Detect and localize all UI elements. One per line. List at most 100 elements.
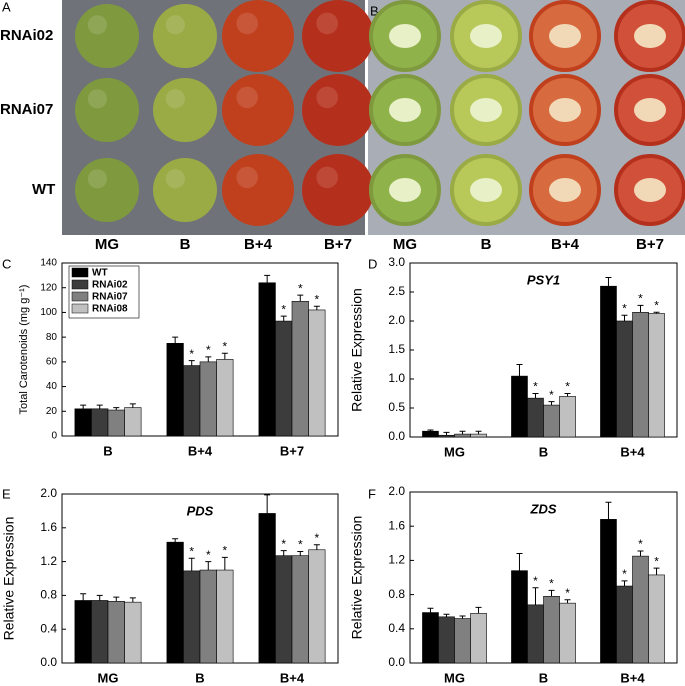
tomato-core bbox=[634, 178, 666, 202]
bar bbox=[600, 519, 617, 664]
column-label: MG bbox=[95, 236, 119, 253]
error-bar bbox=[443, 613, 450, 617]
error-bar bbox=[548, 589, 555, 597]
bar bbox=[559, 396, 576, 438]
tomato bbox=[302, 74, 374, 146]
tomato-core bbox=[549, 98, 581, 122]
bar bbox=[559, 602, 576, 664]
chart-title: ZDS bbox=[530, 501, 557, 516]
bar bbox=[166, 541, 184, 664]
bar bbox=[438, 434, 455, 438]
error-bar bbox=[532, 393, 539, 399]
significance-mark: * bbox=[298, 538, 303, 552]
error-bar bbox=[564, 393, 571, 397]
significance-mark: * bbox=[281, 537, 286, 551]
error-bar bbox=[653, 567, 660, 575]
tomato-shine bbox=[316, 86, 339, 109]
tomato-shine bbox=[87, 169, 107, 189]
y-axis-label: Relative Expression bbox=[349, 288, 365, 412]
significance-mark: * bbox=[565, 380, 570, 394]
x-tick-label: B bbox=[103, 443, 112, 458]
tomato bbox=[153, 4, 217, 68]
error-bar bbox=[80, 404, 87, 409]
tomato-shine bbox=[87, 15, 107, 35]
panel-letter: C bbox=[2, 256, 11, 271]
bar bbox=[470, 613, 487, 664]
tomato-shine bbox=[316, 166, 339, 189]
y-tick-label: 0.0 bbox=[388, 429, 405, 443]
error-bar bbox=[80, 593, 87, 601]
error-bar bbox=[188, 557, 195, 571]
column-label: B+7 bbox=[324, 236, 352, 253]
bar bbox=[308, 549, 326, 664]
x-tick-label: MG bbox=[444, 444, 465, 459]
x-tick-label: B+4 bbox=[620, 444, 645, 459]
tomato bbox=[75, 4, 139, 68]
error-bar bbox=[96, 594, 103, 601]
error-bar bbox=[621, 580, 628, 587]
significance-mark: * bbox=[206, 548, 211, 562]
significance-mark: * bbox=[622, 301, 627, 315]
legend-label: RNAi02 bbox=[92, 280, 128, 291]
significance-mark: * bbox=[622, 567, 627, 581]
error-bar bbox=[443, 431, 450, 436]
error-bar bbox=[280, 550, 287, 556]
significance-mark: * bbox=[533, 574, 538, 588]
bar bbox=[291, 301, 309, 437]
y-tick-label: 3.0 bbox=[388, 255, 405, 269]
y-tick-label: 0.5 bbox=[388, 400, 405, 414]
error-bar bbox=[205, 561, 212, 571]
significance-mark: * bbox=[189, 347, 194, 361]
error-bar bbox=[172, 336, 179, 344]
error-bar bbox=[516, 364, 523, 377]
legend-swatch bbox=[71, 279, 89, 290]
bar bbox=[438, 616, 455, 664]
bar bbox=[91, 600, 109, 664]
bar bbox=[291, 555, 309, 664]
bar bbox=[616, 585, 633, 664]
tomato bbox=[302, 154, 374, 226]
error-bar bbox=[621, 314, 628, 321]
tomato-shine bbox=[165, 89, 185, 109]
column-label: B+7 bbox=[636, 236, 664, 253]
error-bar bbox=[605, 277, 612, 287]
significance-mark: * bbox=[315, 292, 320, 306]
panel-letter: E bbox=[2, 486, 11, 501]
tomato-shine bbox=[236, 12, 258, 35]
bar bbox=[470, 433, 487, 438]
tomato-core bbox=[549, 24, 581, 48]
bar bbox=[216, 569, 234, 664]
significance-mark: * bbox=[549, 388, 554, 402]
error-bar bbox=[605, 501, 612, 520]
error-bar bbox=[221, 352, 228, 360]
panel-letter: F bbox=[368, 486, 376, 501]
y-tick-label: 1.6 bbox=[388, 518, 405, 532]
y-tick-label: 0.0 bbox=[40, 655, 57, 669]
x-tick-label: MG bbox=[444, 670, 465, 685]
error-bar bbox=[264, 494, 271, 514]
bar bbox=[183, 570, 201, 664]
bar bbox=[199, 569, 217, 664]
y-tick-label: 80 bbox=[46, 332, 58, 343]
legend-label: WT bbox=[92, 268, 108, 279]
bar bbox=[275, 555, 293, 664]
x-tick-label: B+4 bbox=[280, 670, 305, 685]
tomato bbox=[222, 154, 294, 226]
bar bbox=[527, 397, 544, 438]
error-bar bbox=[172, 538, 179, 543]
error-bar bbox=[532, 587, 539, 605]
x-tick-label: B bbox=[195, 670, 204, 685]
significance-mark: * bbox=[565, 586, 570, 600]
panel-letter: D bbox=[368, 256, 377, 271]
significance-mark: * bbox=[223, 339, 228, 353]
bar bbox=[543, 596, 560, 664]
error-bar bbox=[221, 556, 228, 571]
bar bbox=[275, 320, 293, 437]
y-tick-label: 2.0 bbox=[388, 484, 405, 498]
y-tick-label: 40 bbox=[46, 381, 58, 392]
y-axis-label: Total Carotenoids (mg g⁻¹) bbox=[18, 285, 30, 415]
y-tick-label: 120 bbox=[40, 282, 57, 293]
error-bar bbox=[475, 430, 482, 435]
row-label: RNAi02 bbox=[0, 27, 53, 44]
